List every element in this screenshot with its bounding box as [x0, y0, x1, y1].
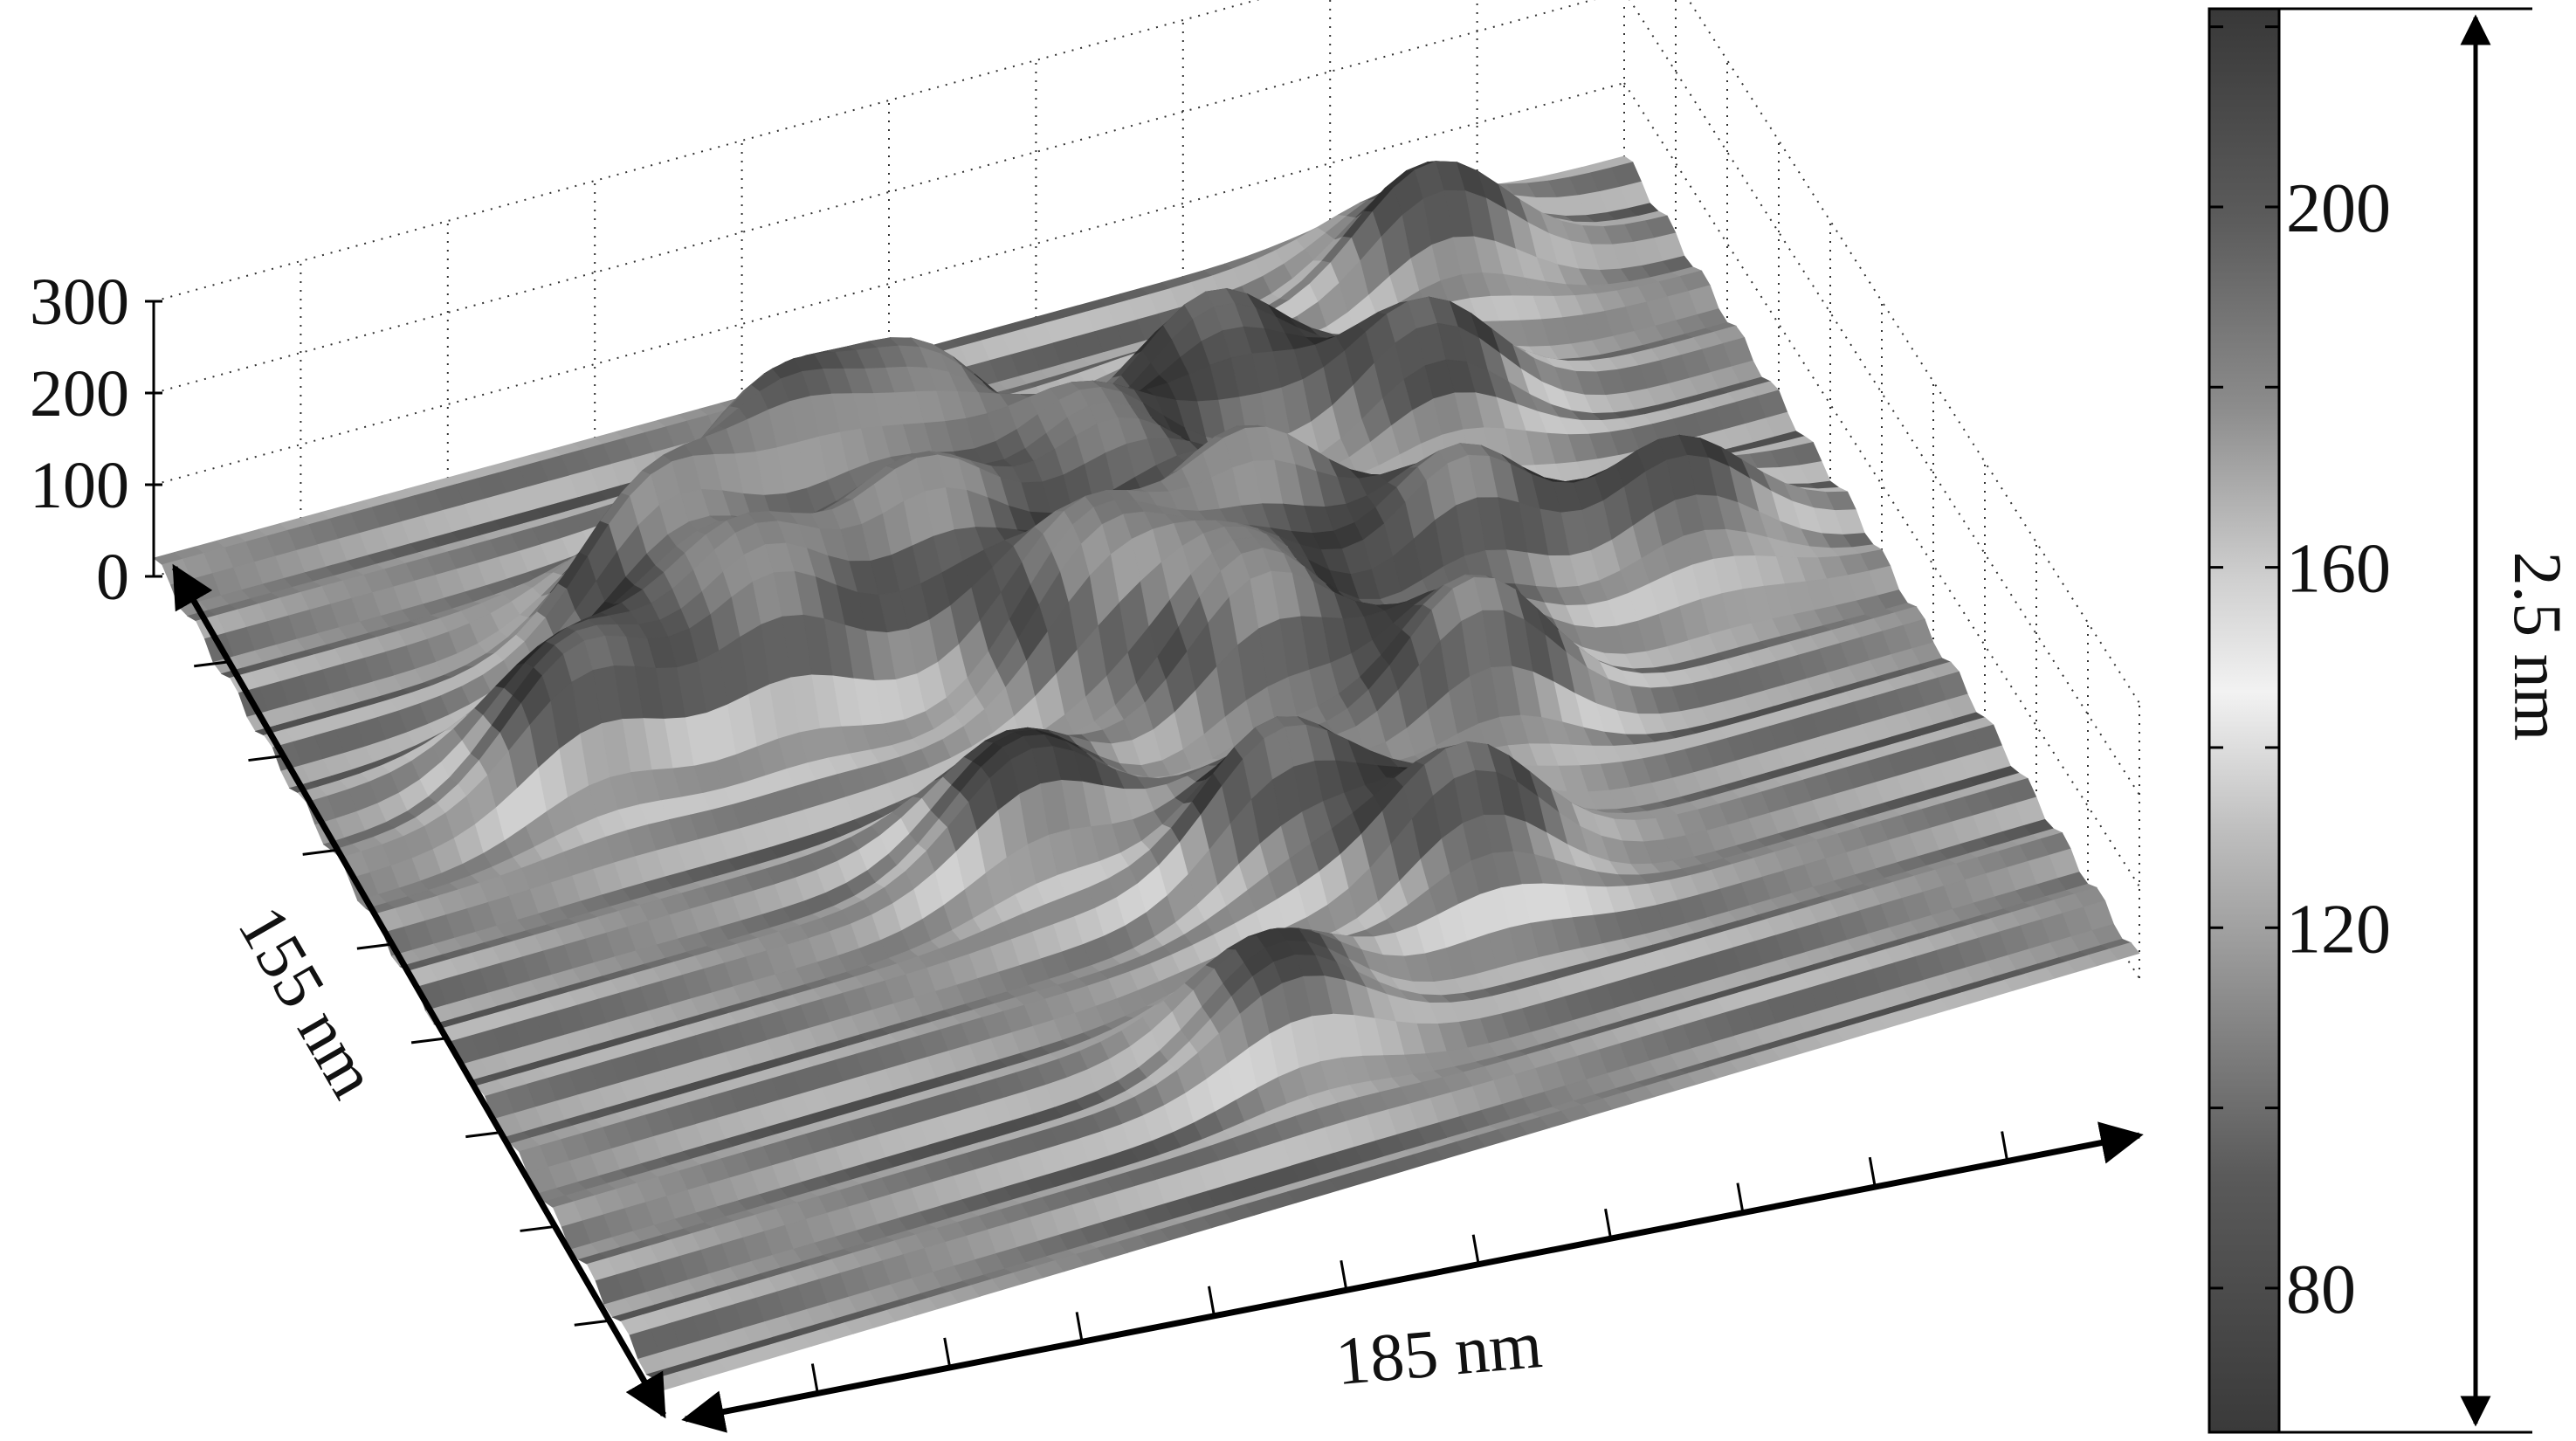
grid-line: [153, 0, 1596, 394]
colorbar-tick-label: 200: [2286, 170, 2391, 247]
y-tick: [574, 1319, 610, 1327]
y-tick: [410, 1037, 447, 1045]
grid-line: [1629, 0, 2140, 796]
grid-line: [1687, 0, 2140, 704]
x-tick: [1736, 1182, 1745, 1213]
x-tick: [1471, 1234, 1480, 1265]
grid-line: [153, 0, 1260, 302]
x-tick: [1604, 1208, 1613, 1239]
z-tick-label: 100: [30, 449, 129, 522]
x-tick: [2001, 1131, 2009, 1162]
colorbar-tick-label: 160: [2286, 531, 2391, 608]
colorbar: 80 120 160 200: [2208, 7, 2391, 1434]
grid-line: [153, 82, 1625, 486]
z-tick-label: 200: [30, 357, 129, 431]
height-surface: [153, 155, 2140, 1390]
x-tick: [1075, 1312, 1084, 1342]
x-tick: [943, 1337, 952, 1369]
scale-bar-label: 2.5 nm: [2500, 552, 2576, 741]
x-tick: [1340, 1260, 1348, 1291]
colorbar-tick-label: 80: [2286, 1251, 2356, 1328]
colorbar-tick-label: 120: [2286, 891, 2391, 968]
y-tick: [302, 848, 338, 856]
x-axis-label: 185 nm: [1333, 1306, 1545, 1399]
x-tick: [1207, 1286, 1216, 1317]
z-axis-ticks: 0 100 200 300: [30, 265, 162, 614]
y-tick: [356, 942, 393, 950]
colorbar-gradient: [2208, 7, 2281, 1434]
y-tick: [520, 1224, 555, 1232]
y-tick: [465, 1131, 501, 1139]
z-tick-label: 0: [96, 541, 129, 614]
y-axis-label: 155 nm: [224, 893, 392, 1110]
x-tick: [810, 1363, 819, 1394]
x-tick: [1868, 1156, 1877, 1188]
z-tick-label: 300: [30, 265, 129, 339]
grid-line: [1623, 82, 2140, 887]
